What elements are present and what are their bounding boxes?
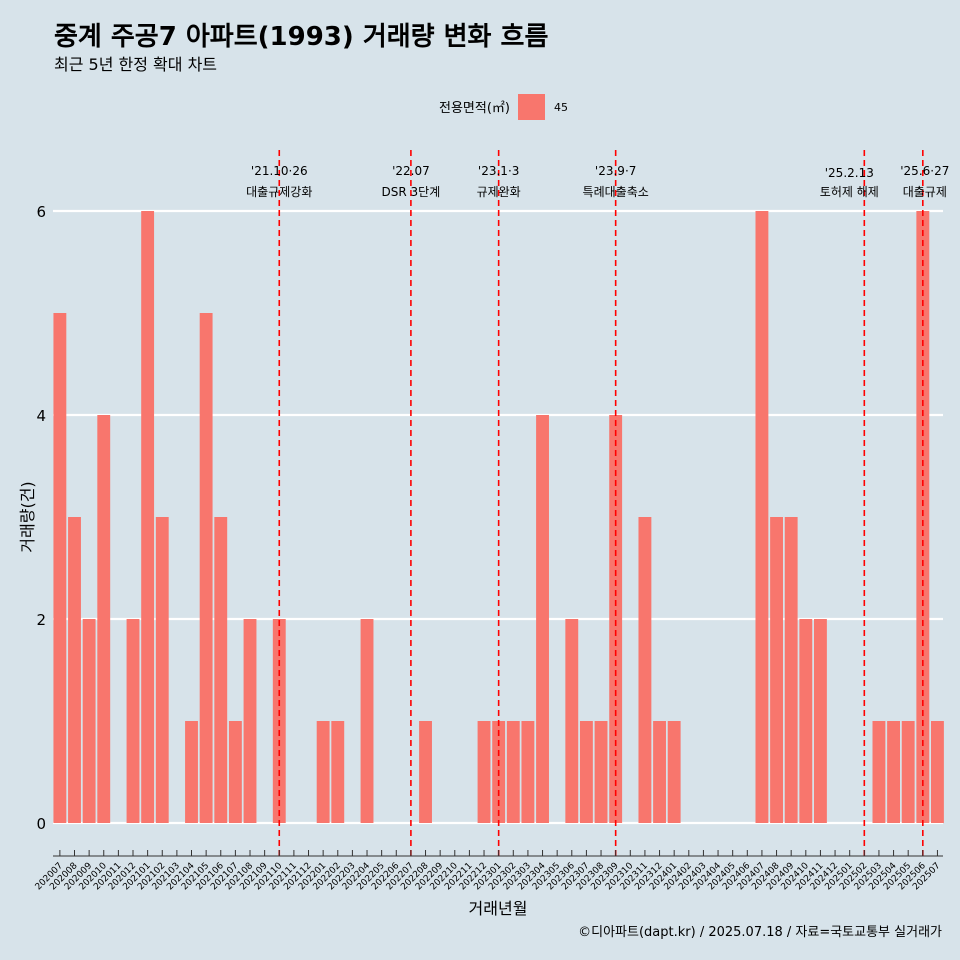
- chart-subtitle: 최근 5년 한정 확대 차트: [54, 55, 217, 74]
- bar: [316, 721, 330, 823]
- legend: 전용면적(㎡) 45: [439, 94, 568, 120]
- bar: [901, 721, 915, 823]
- bar: [199, 313, 213, 823]
- y-axis-title: 거래량(건): [18, 481, 37, 552]
- annotation-date: '22.07: [392, 164, 430, 178]
- y-tick-label: 6: [36, 203, 46, 221]
- annotation-label: DSR 3단계: [382, 185, 441, 199]
- bar: [594, 721, 608, 823]
- bar: [784, 517, 798, 823]
- bar: [638, 517, 652, 823]
- bar: [565, 619, 579, 823]
- bar: [228, 721, 242, 823]
- bar: [419, 721, 432, 823]
- event-lines: '21.10·26 대출규제강화 '22.07 DSR 3단계 '23.1·3 규제완화 '…: [246, 150, 949, 858]
- bar: [931, 721, 944, 823]
- bar: [214, 517, 228, 823]
- chart-title: 중계 주공7 아파트(1993) 거래량 변화 흐름: [54, 22, 548, 52]
- bar: [506, 721, 520, 823]
- bar: [477, 721, 491, 823]
- bar: [126, 619, 140, 823]
- bar: [799, 619, 813, 823]
- bar: [667, 721, 681, 823]
- bar: [82, 619, 96, 823]
- y-tick-label: 2: [36, 611, 46, 629]
- annotation-label: 대출규제강화: [246, 185, 312, 199]
- bar: [872, 721, 886, 823]
- legend-label: 45: [554, 101, 568, 114]
- bar: [155, 517, 169, 823]
- bar: [755, 211, 769, 823]
- bars: [53, 211, 944, 823]
- annotation-date: '25.6·27: [900, 164, 949, 178]
- bar: [331, 721, 345, 823]
- bar: [243, 619, 257, 823]
- x-axis-title: 거래년월: [469, 899, 528, 918]
- y-tick-label: 4: [36, 407, 46, 425]
- annotation-date: '23.9·7: [595, 164, 636, 178]
- bar: [579, 721, 593, 823]
- caption: ©디아파트(dapt.kr) / 2025.07.18 / 자료=국토교통부 실…: [578, 925, 942, 940]
- bar: [97, 415, 111, 823]
- bar: [536, 415, 549, 823]
- annotation-date: '21.10·26: [251, 164, 308, 178]
- bar: [916, 211, 930, 823]
- y-axis-ticks: 0 2 4 6: [36, 203, 46, 833]
- bar: [813, 619, 827, 823]
- y-tick-label: 0: [36, 815, 46, 833]
- annotation-date: '25.2.13: [825, 166, 874, 180]
- x-axis-ticks: 2020072020082020092020102020112020122021…: [34, 850, 943, 892]
- bar: [68, 517, 81, 823]
- legend-swatch: [518, 94, 545, 120]
- annotation-label: 규제완화: [477, 185, 521, 199]
- legend-title: 전용면적(㎡): [439, 101, 510, 116]
- bar: [887, 721, 900, 823]
- annotation-date: '23.1·3: [478, 164, 519, 178]
- bar: [609, 415, 623, 823]
- bar: [141, 211, 155, 823]
- bar: [360, 619, 374, 823]
- bar: [521, 721, 535, 823]
- bar: [770, 517, 783, 823]
- annotation-label: 대출규제: [903, 185, 947, 199]
- bar: [653, 721, 666, 823]
- annotation-label: 특례대출축소: [583, 185, 649, 199]
- bar: [185, 721, 198, 823]
- annotation-label: 토허제 해제: [820, 185, 879, 199]
- bar: [53, 313, 67, 823]
